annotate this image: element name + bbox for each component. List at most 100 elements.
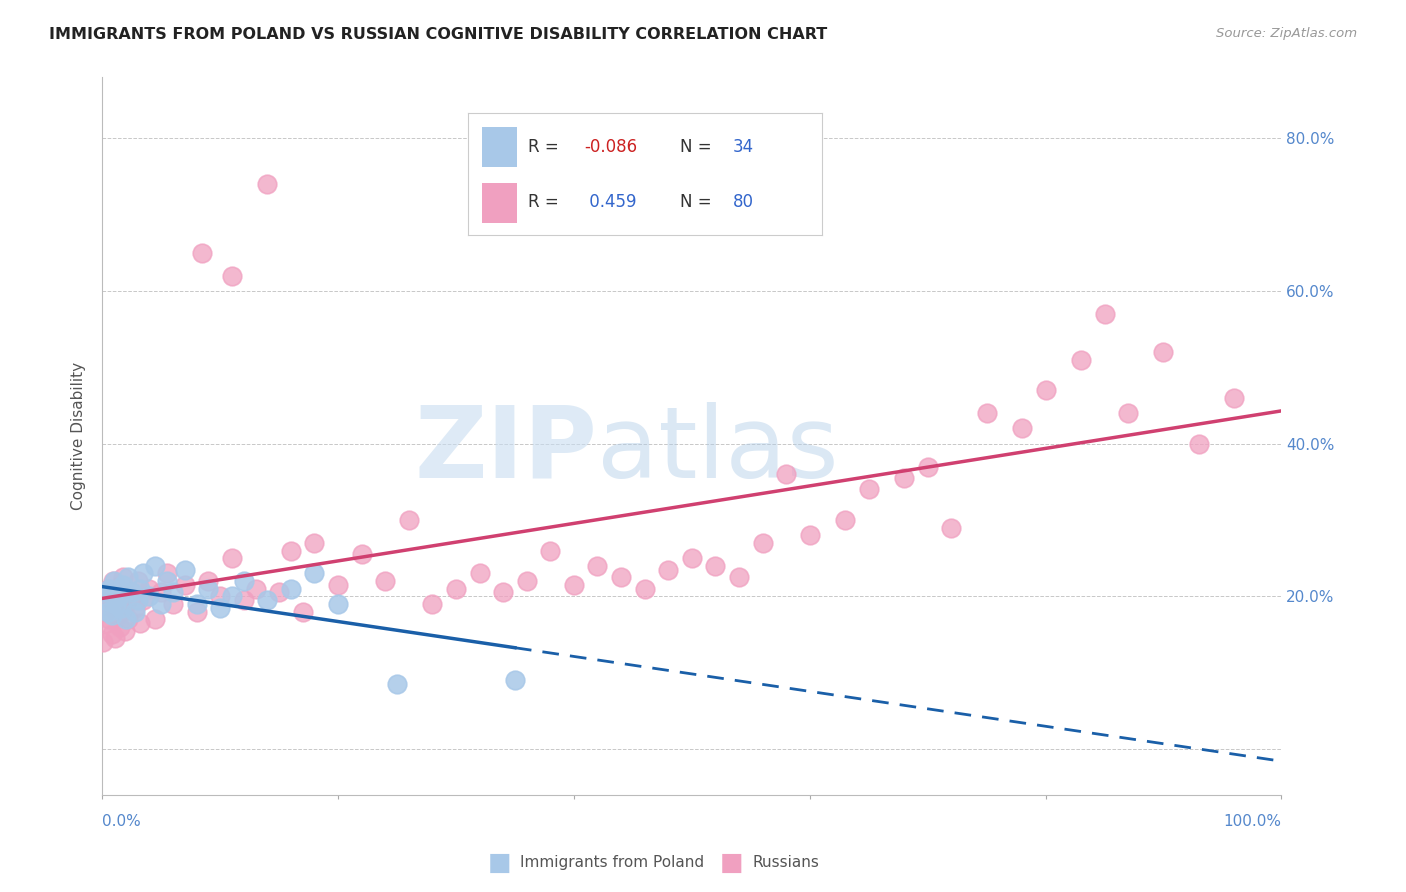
Point <box>444 582 467 596</box>
Point <box>751 536 773 550</box>
Point <box>834 513 856 527</box>
Point <box>110 600 132 615</box>
Point <box>1223 391 1246 405</box>
Point <box>516 574 538 588</box>
Point <box>562 578 585 592</box>
Point <box>121 589 143 603</box>
Point <box>728 570 751 584</box>
Point <box>127 593 149 607</box>
Point <box>117 612 139 626</box>
Point <box>209 600 232 615</box>
Point <box>105 585 128 599</box>
Point <box>107 589 129 603</box>
Point <box>280 582 302 596</box>
Point <box>492 585 515 599</box>
Point <box>96 615 118 630</box>
Point <box>398 513 420 527</box>
Y-axis label: Cognitive Disability: Cognitive Disability <box>72 362 86 510</box>
Point <box>221 268 243 283</box>
Point <box>117 570 139 584</box>
Point <box>1094 307 1116 321</box>
Point <box>256 593 278 607</box>
Point <box>143 612 166 626</box>
Point <box>704 558 727 573</box>
Point <box>132 593 155 607</box>
Point <box>775 467 797 482</box>
Point <box>124 600 146 615</box>
Point <box>103 574 125 588</box>
Point <box>138 589 160 603</box>
Point <box>129 582 152 596</box>
Point <box>114 624 136 638</box>
Point <box>1011 421 1033 435</box>
Point <box>132 566 155 581</box>
Point <box>107 597 129 611</box>
Point <box>124 605 146 619</box>
Point <box>681 551 703 566</box>
Point <box>150 585 173 599</box>
Point <box>101 574 124 588</box>
Point <box>586 558 609 573</box>
Point <box>232 593 254 607</box>
Point <box>98 582 121 596</box>
Point <box>114 597 136 611</box>
Point <box>150 597 173 611</box>
Point <box>538 543 561 558</box>
Point <box>280 543 302 558</box>
Point <box>304 536 326 550</box>
Point <box>138 582 160 596</box>
Point <box>107 608 129 623</box>
Point <box>108 620 131 634</box>
Point <box>633 582 655 596</box>
Point <box>221 551 243 566</box>
Point <box>156 566 179 581</box>
Point <box>858 483 880 497</box>
Point <box>98 612 121 626</box>
Point <box>197 574 219 588</box>
Point <box>129 615 152 630</box>
Point <box>93 605 115 619</box>
Point <box>104 632 127 646</box>
Point <box>267 585 290 599</box>
Point <box>893 471 915 485</box>
Text: ■: ■ <box>720 851 742 874</box>
Point <box>111 605 134 619</box>
Point <box>941 521 963 535</box>
Point <box>112 570 135 584</box>
Point <box>976 406 998 420</box>
Point <box>186 597 208 611</box>
Point <box>162 597 184 611</box>
Point <box>173 578 195 592</box>
Point <box>110 578 132 592</box>
Point <box>143 558 166 573</box>
Point <box>186 605 208 619</box>
Text: Source: ZipAtlas.com: Source: ZipAtlas.com <box>1216 27 1357 40</box>
Point <box>291 605 314 619</box>
Text: Russians: Russians <box>752 855 820 870</box>
Text: ZIP: ZIP <box>415 402 598 499</box>
Text: atlas: atlas <box>598 402 839 499</box>
Point <box>96 585 118 599</box>
Point <box>1035 384 1057 398</box>
Point <box>468 566 491 581</box>
Point <box>304 566 326 581</box>
Point <box>100 593 122 607</box>
Point <box>173 563 195 577</box>
Point <box>127 574 149 588</box>
Text: 100.0%: 100.0% <box>1223 814 1281 829</box>
Text: 0.0%: 0.0% <box>103 814 141 829</box>
Point <box>97 605 120 619</box>
Point <box>1070 352 1092 367</box>
Point <box>100 627 122 641</box>
Point <box>162 585 184 599</box>
Point <box>114 612 136 626</box>
Point <box>121 585 143 599</box>
Point <box>256 178 278 192</box>
Point <box>100 608 122 623</box>
Point <box>799 528 821 542</box>
Point <box>326 578 349 592</box>
Point <box>350 547 373 561</box>
Text: Immigrants from Poland: Immigrants from Poland <box>520 855 704 870</box>
Point <box>385 677 408 691</box>
Point <box>94 589 117 603</box>
